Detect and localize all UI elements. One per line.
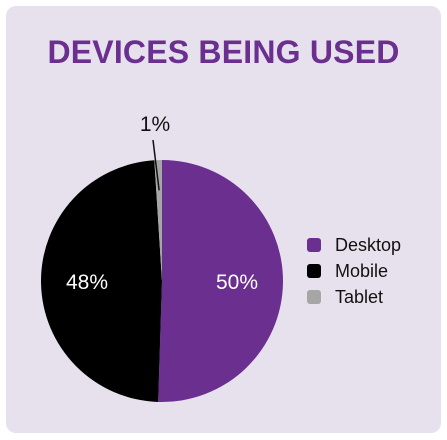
pie-slice-desktop (158, 160, 284, 403)
data-label-desktop: 50% (216, 271, 258, 294)
legend-swatch-tablet (307, 290, 321, 304)
legend-swatch-desktop (307, 238, 321, 252)
chart-title: DEVICES BEING USED (47, 34, 400, 70)
pie-slice-mobile (40, 160, 163, 402)
pie-slice-tablet (154, 160, 162, 281)
legend: Desktop Mobile Tablet (307, 235, 401, 307)
leader-line-tablet (152, 139, 160, 191)
data-label-tablet: 1% (140, 113, 170, 136)
data-label-mobile: 48% (66, 271, 108, 294)
legend-label-tablet: Tablet (335, 287, 383, 307)
legend-swatch-mobile (307, 264, 321, 278)
pie-slices (40, 160, 284, 403)
legend-label-desktop: Desktop (335, 235, 401, 255)
legend-label-mobile: Mobile (335, 261, 388, 281)
pie-labels: 50% 48% 1% (66, 113, 258, 294)
